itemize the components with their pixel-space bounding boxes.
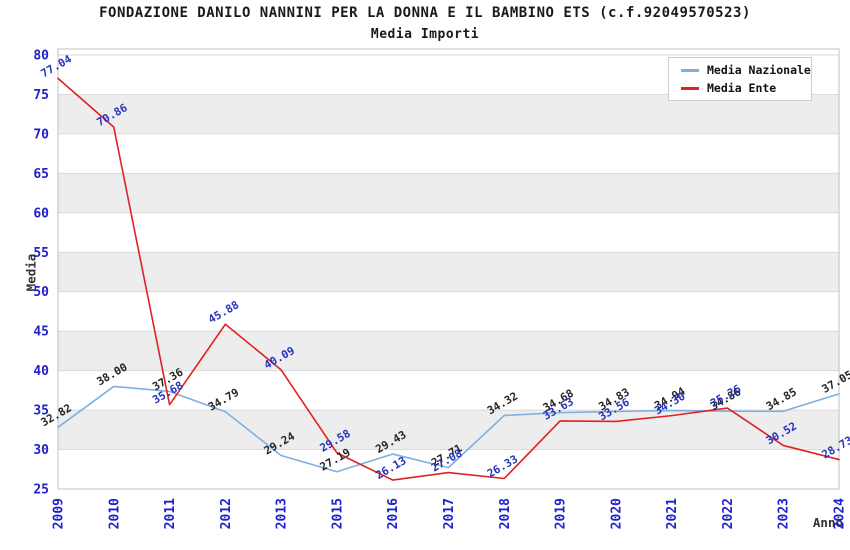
x-axis-title: Anno [812, 515, 843, 530]
x-tick-label: 2009 [52, 498, 67, 529]
y-tick-label: 35 [33, 404, 49, 419]
point-label: 34.79 [206, 386, 241, 414]
chart-subtitle: Media Importi [370, 27, 480, 42]
legend-item-media-ente: Media Ente [681, 81, 811, 95]
legend-item-media-nazionale: Media Nazionale [681, 63, 811, 77]
y-tick-label: 65 [33, 167, 49, 182]
legend-label-media-nazionale: Media Nazionale [707, 63, 811, 77]
x-tick-label: 2017 [442, 498, 457, 529]
plot-border [57, 48, 840, 490]
point-label: 26.33 [485, 453, 520, 481]
x-tick-label: 2019 [554, 498, 569, 529]
x-tick-label: 2013 [275, 498, 290, 529]
series-line-media-ente [57, 77, 840, 481]
legend-swatch-media-ente-icon [681, 86, 699, 90]
legend: Media Nazionale Media Ente [668, 57, 812, 101]
legend-swatch-media-nazionale-icon [681, 68, 699, 72]
band [58, 410, 839, 450]
x-tick-label: 2016 [386, 498, 401, 529]
x-tick-label: 2015 [330, 498, 345, 529]
band [58, 331, 839, 371]
x-axis-ticks: 2009 2010 2011 2012 2013 2015 2016 2017 2018 2019… [52, 498, 848, 529]
y-axis-ticks: 25 30 35 40 45 50 55 60 65 70 75 80 [33, 49, 49, 498]
band [58, 94, 839, 134]
x-tick-label: 2023 [777, 498, 792, 529]
point-label: 45.88 [206, 298, 241, 326]
chart-title: FONDAZIONE DANILO NANNINI PER LA DONNA E… [99, 5, 751, 21]
x-tick-label: 2021 [665, 498, 680, 529]
y-tick-label: 40 [33, 364, 49, 379]
x-tick-label: 2010 [107, 498, 122, 529]
y-tick-label: 80 [33, 49, 49, 64]
y-tick-label: 25 [33, 483, 49, 498]
y-tick-label: 60 [33, 206, 49, 221]
y-tick-label: 45 [33, 325, 49, 340]
x-tick-label: 2024 [833, 498, 848, 529]
plot-bands [58, 94, 839, 450]
point-label: 37.05 [820, 368, 850, 396]
band [58, 252, 839, 292]
point-label: 34.85 [764, 385, 799, 413]
legend-label-media-ente: Media Ente [707, 81, 777, 95]
y-tick-label: 50 [33, 285, 49, 300]
y-tick-label: 75 [33, 88, 49, 103]
y-tick-label: 30 [33, 443, 49, 458]
x-tick-label: 2020 [609, 498, 624, 529]
x-tick-label: 2012 [219, 498, 234, 529]
x-tick-label: 2022 [721, 498, 736, 529]
band [58, 173, 839, 213]
x-tick-label: 2011 [163, 498, 178, 529]
y-tick-label: 70 [33, 127, 49, 142]
x-tick-label: 2018 [498, 498, 513, 529]
y-tick-label: 55 [33, 246, 49, 261]
